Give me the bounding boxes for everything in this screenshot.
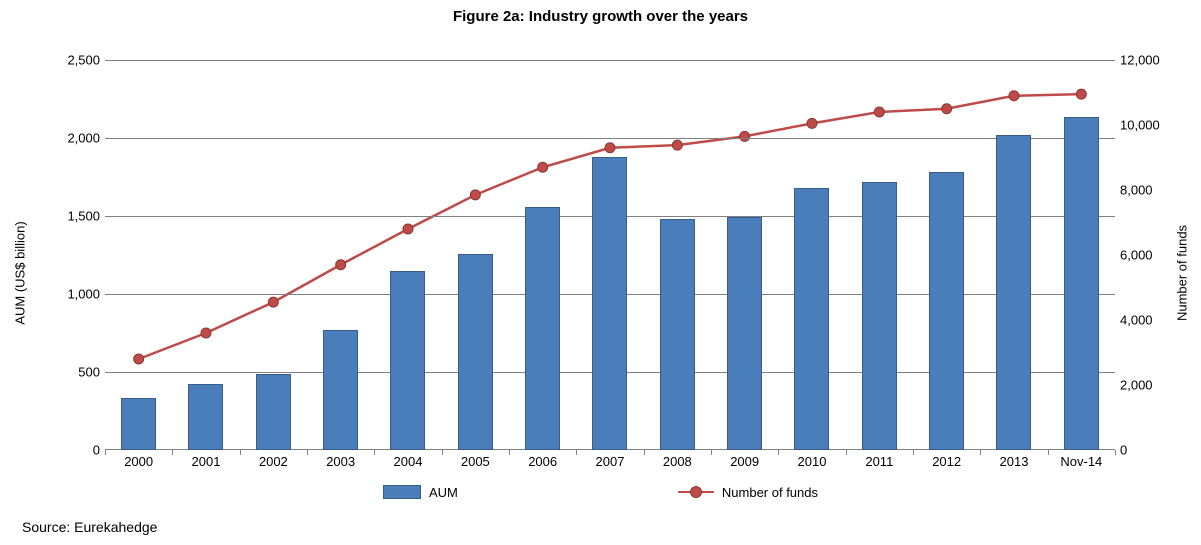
bar	[794, 188, 829, 450]
bar	[525, 207, 560, 450]
x-axis-label: 2011	[865, 454, 893, 469]
y-left-tick-label: 2,000	[67, 131, 100, 146]
line-marker	[538, 162, 548, 172]
legend-item-aum: AUM	[383, 485, 458, 500]
line-marker	[605, 143, 615, 153]
gridline	[105, 138, 1115, 139]
x-axis-label: Nov-14	[1060, 454, 1102, 469]
bar	[996, 135, 1031, 450]
x-axis-label: 2006	[528, 454, 557, 469]
line-marker	[1009, 91, 1019, 101]
y-left-tick-label: 0	[93, 443, 100, 458]
legend-label-funds: Number of funds	[722, 485, 818, 500]
legend-bar-swatch-icon	[383, 485, 421, 499]
y-right-tick-label: 6,000	[1120, 248, 1153, 263]
y-left-tick-label: 2,500	[67, 53, 100, 68]
line-marker	[403, 224, 413, 234]
line-marker	[1076, 89, 1086, 99]
bar	[929, 172, 964, 450]
y-right-tick-label: 2,000	[1120, 378, 1153, 393]
bar	[592, 157, 627, 450]
chart-title: Figure 2a: Industry growth over the year…	[0, 8, 1201, 25]
plot-inner	[105, 60, 1115, 450]
y-right-tick-label: 10,000	[1120, 118, 1160, 133]
x-axis-label: 2004	[394, 454, 423, 469]
y-left-tick-label: 1,000	[67, 287, 100, 302]
bar	[727, 217, 762, 450]
y-right-tick-label: 12,000	[1120, 53, 1160, 68]
bar	[121, 398, 156, 450]
plot-area	[105, 60, 1115, 450]
x-axis-label: 2008	[663, 454, 692, 469]
bar	[660, 219, 695, 450]
x-axis-label: 2003	[326, 454, 355, 469]
legend-line-swatch-icon	[678, 485, 714, 499]
bar	[390, 271, 425, 450]
line-marker	[672, 140, 682, 150]
x-axis-label: 2007	[596, 454, 625, 469]
y-axis-right-title: Number of funds	[1175, 224, 1190, 320]
line-marker	[874, 107, 884, 117]
line-marker	[201, 328, 211, 338]
bar	[1064, 117, 1099, 450]
x-axis-labels: 2000 2001 2002 2003 2004 2005 2006 2007 2008 2009…	[105, 454, 1115, 472]
bar	[862, 182, 897, 450]
x-axis-label: 2005	[461, 454, 490, 469]
x-axis-label: 2002	[259, 454, 288, 469]
x-axis-label: 2000	[124, 454, 153, 469]
gridline	[105, 60, 1115, 61]
x-axis-label: 2013	[1000, 454, 1029, 469]
line-marker	[268, 297, 278, 307]
x-axis-label: 2001	[192, 454, 221, 469]
y-left-tick-label: 500	[78, 365, 100, 380]
y-axis-left-title: AUM (US$ billion)	[13, 221, 28, 324]
y-axis-left-labels: 05001,0001,5002,0002,500	[40, 60, 100, 450]
legend: AUM Number of funds	[0, 480, 1201, 504]
line-marker	[807, 118, 817, 128]
x-tick	[1115, 450, 1116, 455]
bar	[323, 330, 358, 450]
source-attribution: Source: Eurekahedge	[22, 519, 157, 535]
x-axis-label: 2012	[932, 454, 961, 469]
figure-container: Figure 2a: Industry growth over the year…	[0, 0, 1201, 545]
line-marker	[470, 190, 480, 200]
y-axis-right-labels: 02,0004,0006,0008,00010,00012,000	[1120, 60, 1180, 450]
legend-item-funds: Number of funds	[678, 485, 818, 500]
line-marker	[942, 104, 952, 114]
x-axis-label: 2010	[798, 454, 827, 469]
y-left-tick-label: 1,500	[67, 209, 100, 224]
legend-label-aum: AUM	[429, 485, 458, 500]
x-axis-label: 2009	[730, 454, 759, 469]
line-marker	[740, 131, 750, 141]
y-right-tick-label: 4,000	[1120, 313, 1153, 328]
line-marker	[336, 260, 346, 270]
y-right-tick-label: 8,000	[1120, 183, 1153, 198]
y-right-tick-label: 0	[1120, 443, 1127, 458]
bar	[458, 254, 493, 450]
bar	[256, 374, 291, 450]
line-marker	[134, 354, 144, 364]
bar	[188, 384, 223, 450]
